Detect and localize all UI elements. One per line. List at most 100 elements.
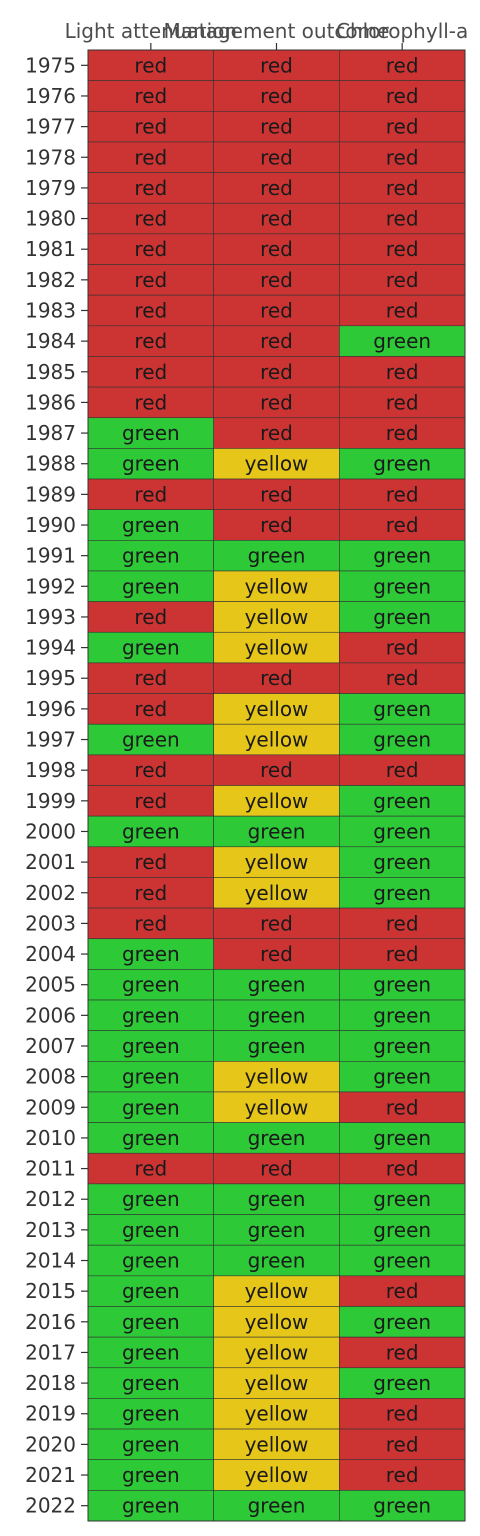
cell-label-2004-management-outcome: red: [260, 942, 293, 966]
cell-1984-light-attenuation: [87, 325, 214, 357]
cell-label-2000-management-outcome: green: [248, 819, 306, 843]
cell-label-1975-management-outcome: red: [260, 53, 293, 77]
cell-label-2015-chlorophyll-a: red: [386, 1279, 419, 1303]
cell-label-1975-light-attenuation: red: [134, 53, 167, 77]
cell-2009-management-outcome: [213, 1091, 340, 1123]
cell-1993-management-outcome: [213, 601, 340, 633]
cell-label-2005-management-outcome: green: [248, 973, 306, 997]
cell-1986-chlorophyll-a: [339, 386, 466, 419]
cell-label-1998-chlorophyll-a: red: [386, 758, 419, 782]
row-label-1985: 1985: [25, 360, 76, 384]
cell-2016-management-outcome: [213, 1306, 340, 1338]
cell-1978-chlorophyll-a: [339, 141, 466, 173]
cell-label-1983-light-attenuation: red: [134, 298, 167, 322]
cell-label-2012-chlorophyll-a: green: [373, 1187, 431, 1211]
cell-2012-management-outcome: [213, 1183, 340, 1215]
cell-label-1997-management-outcome: yellow: [245, 728, 309, 752]
row-label-2003: 2003: [25, 911, 76, 935]
row-label-1990: 1990: [25, 513, 76, 537]
cell-2009-chlorophyll-a: [339, 1091, 466, 1123]
cell-label-2013-chlorophyll-a: green: [373, 1218, 431, 1242]
cell-label-1993-light-attenuation: red: [134, 605, 167, 629]
cell-1987-chlorophyll-a: [339, 417, 466, 449]
cell-label-1992-chlorophyll-a: green: [373, 574, 431, 598]
cell-label-2000-chlorophyll-a: green: [373, 819, 431, 843]
cell-label-1998-management-outcome: red: [260, 758, 293, 782]
cell-1990-management-outcome: [213, 509, 340, 541]
cell-label-2005-light-attenuation: green: [122, 973, 180, 997]
cell-1982-management-outcome: [213, 264, 340, 296]
cell-label-1989-management-outcome: red: [260, 482, 293, 506]
cell-label-1992-management-outcome: yellow: [245, 574, 309, 598]
cell-label-1991-light-attenuation: green: [122, 544, 180, 568]
cell-label-2014-management-outcome: green: [248, 1249, 306, 1273]
cell-label-1993-chlorophyll-a: green: [373, 605, 431, 629]
row-label-1997: 1997: [25, 728, 76, 752]
cell-1993-light-attenuation: [87, 601, 214, 633]
cell-2012-light-attenuation: [87, 1183, 214, 1215]
row-label-1987: 1987: [25, 421, 76, 445]
cell-label-1998-light-attenuation: red: [134, 758, 167, 782]
cell-2000-light-attenuation: [87, 815, 214, 848]
row-label-2008: 2008: [25, 1065, 76, 1089]
cell-2002-chlorophyll-a: [339, 877, 466, 909]
column-label-chlorophyll-a: Chlorophyll-a: [336, 19, 468, 43]
cell-label-1987-management-outcome: red: [260, 421, 293, 445]
cell-2009-light-attenuation: [87, 1091, 214, 1123]
row-label-2022: 2022: [25, 1494, 76, 1518]
row-label-2017: 2017: [25, 1340, 76, 1364]
cell-label-1980-management-outcome: red: [260, 207, 293, 231]
cell-2017-management-outcome: [213, 1336, 340, 1369]
cell-1991-management-outcome: [213, 540, 340, 572]
cell-label-2016-light-attenuation: green: [122, 1310, 180, 1334]
cell-label-2022-light-attenuation: green: [122, 1494, 180, 1518]
cell-label-1989-light-attenuation: red: [134, 482, 167, 506]
cell-1983-light-attenuation: [87, 294, 214, 327]
cell-label-2002-chlorophyll-a: green: [373, 881, 431, 905]
cell-label-2016-chlorophyll-a: green: [373, 1310, 431, 1334]
row-label-1996: 1996: [25, 697, 76, 721]
cell-2013-light-attenuation: [87, 1214, 214, 1246]
cell-1991-light-attenuation: [87, 540, 214, 572]
cell-2022-management-outcome: [213, 1490, 340, 1522]
cell-label-1979-light-attenuation: red: [134, 176, 167, 200]
cell-label-2010-management-outcome: green: [248, 1126, 306, 1150]
row-label-1995: 1995: [25, 666, 76, 690]
cell-2006-light-attenuation: [87, 999, 214, 1031]
cell-label-2006-management-outcome: green: [248, 1003, 306, 1027]
row-label-2021: 2021: [25, 1463, 76, 1487]
cell-1976-chlorophyll-a: [339, 80, 466, 112]
cell-label-1994-light-attenuation: green: [122, 636, 180, 660]
cell-1977-management-outcome: [213, 110, 340, 143]
cell-2010-management-outcome: [213, 1122, 340, 1154]
cell-label-2009-light-attenuation: green: [122, 1095, 180, 1119]
cell-label-2017-chlorophyll-a: red: [386, 1340, 419, 1364]
cell-2000-management-outcome: [213, 815, 340, 848]
cell-label-1982-chlorophyll-a: red: [386, 268, 419, 292]
cell-label-1989-chlorophyll-a: red: [386, 482, 419, 506]
cell-label-2008-light-attenuation: green: [122, 1065, 180, 1089]
cell-1992-management-outcome: [213, 570, 340, 602]
row-label-1992: 1992: [25, 574, 76, 598]
cell-2016-light-attenuation: [87, 1306, 214, 1338]
cell-label-2019-management-outcome: yellow: [245, 1402, 309, 1426]
cell-1980-management-outcome: [213, 202, 340, 235]
cell-2007-chlorophyll-a: [339, 1030, 466, 1062]
row-label-2009: 2009: [25, 1095, 76, 1119]
cell-label-1980-chlorophyll-a: red: [386, 207, 419, 231]
cell-label-2001-chlorophyll-a: green: [373, 850, 431, 874]
cell-label-1999-chlorophyll-a: green: [373, 789, 431, 813]
cell-2017-light-attenuation: [87, 1336, 214, 1369]
cell-2014-chlorophyll-a: [339, 1244, 466, 1277]
cell-1998-chlorophyll-a: [339, 754, 466, 786]
cell-label-2010-light-attenuation: green: [122, 1126, 180, 1150]
row-label-2001: 2001: [25, 850, 76, 874]
row-label-2006: 2006: [25, 1003, 76, 1027]
cell-label-2004-chlorophyll-a: red: [386, 942, 419, 966]
cell-1976-light-attenuation: [87, 80, 214, 112]
cell-2007-management-outcome: [213, 1030, 340, 1062]
cell-label-1981-management-outcome: red: [260, 237, 293, 261]
cell-1981-light-attenuation: [87, 233, 214, 265]
row-label-2020: 2020: [25, 1432, 76, 1456]
